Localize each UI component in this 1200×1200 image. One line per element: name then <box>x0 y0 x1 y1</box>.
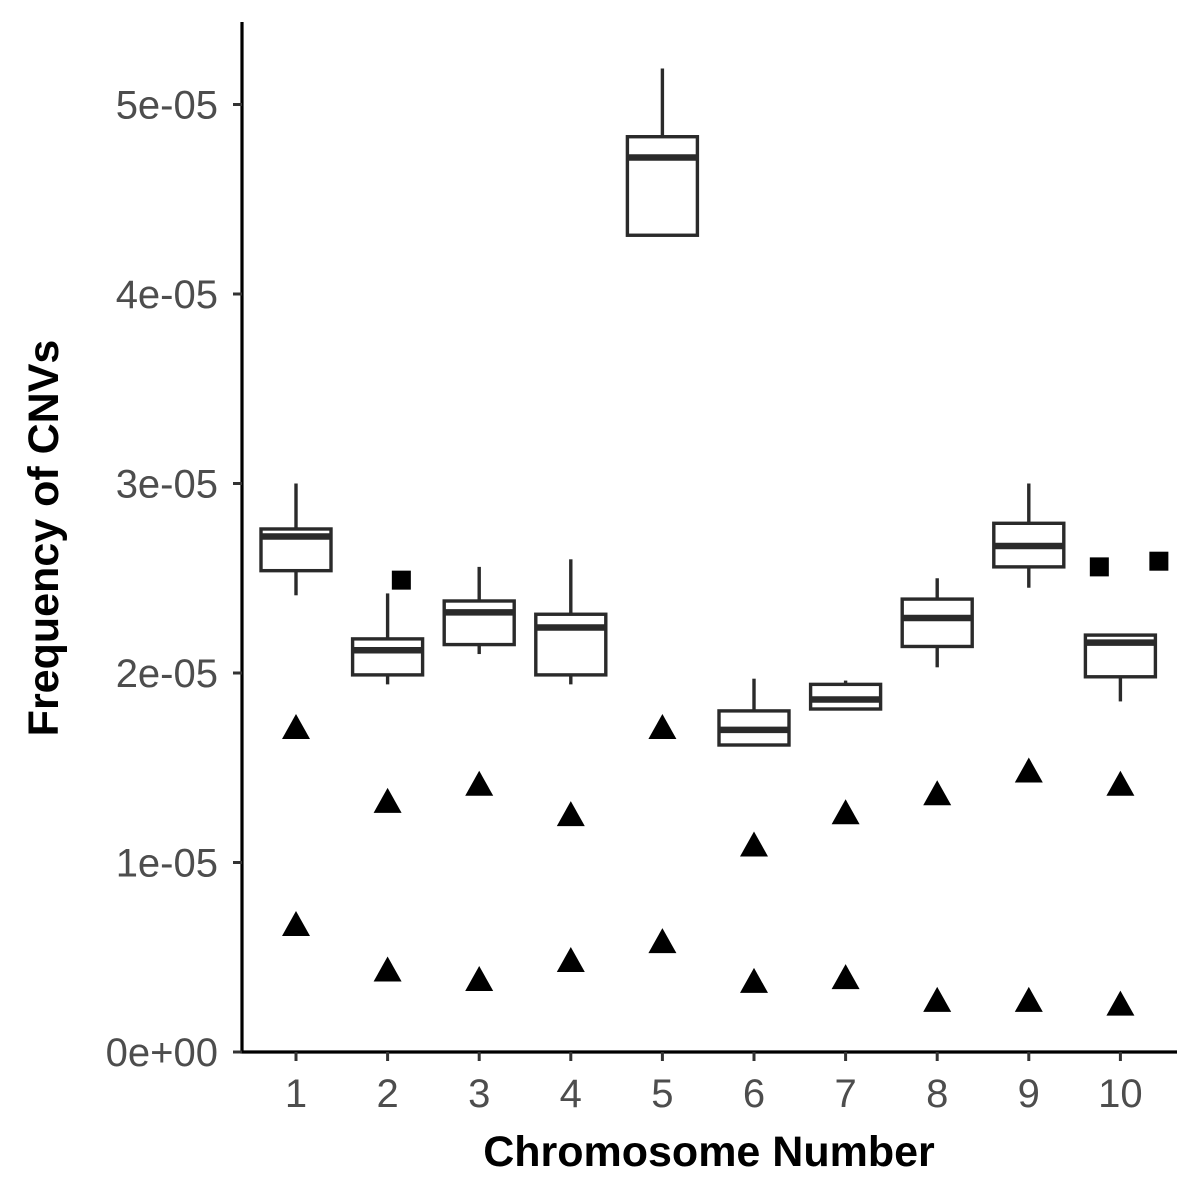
box-chromosome-5 <box>625 68 700 237</box>
x-tick-label: 7 <box>834 1072 856 1116</box>
box-iqr <box>534 612 608 677</box>
x-tick-label: 4 <box>560 1072 582 1116</box>
triangle-marker <box>1106 990 1135 1016</box>
x-tick-label: 9 <box>1018 1072 1040 1116</box>
triangle-marker <box>740 967 768 993</box>
triangle-marker <box>1106 770 1135 796</box>
x-tick-label: 8 <box>926 1072 948 1116</box>
triangle-marker <box>648 928 677 954</box>
triangle-marker <box>1014 986 1043 1012</box>
triangle-marker <box>648 713 677 739</box>
box-chromosome-7 <box>808 680 883 711</box>
box-chromosome-10 <box>1083 633 1158 702</box>
box-chromosome-4 <box>534 559 608 685</box>
x-tick-label: 3 <box>468 1072 490 1116</box>
outlier-square-marker <box>1089 557 1109 577</box>
x-axis-title: Chromosome Number <box>483 1128 935 1176</box>
box-chromosome-8 <box>900 578 974 668</box>
triangle-marker <box>282 911 310 937</box>
outlier-square-marker <box>1149 551 1169 571</box>
x-tick-label: 10 <box>1098 1072 1143 1116</box>
y-tick-label: 3e-05 <box>116 463 218 507</box>
y-tick-label: 2e-05 <box>116 652 218 696</box>
triangle-marker <box>923 986 952 1012</box>
x-axis-ticks: 1 2 3 4 5 6 7 8 9 10 <box>285 1052 1143 1116</box>
box-chromosome-1 <box>259 483 333 596</box>
box-iqr <box>350 637 425 677</box>
box-chromosome-2 <box>350 593 425 685</box>
y-tick-label: 1e-05 <box>116 842 218 886</box>
box-iqr <box>900 597 974 649</box>
y-axis-title: Frequency of CNVs <box>20 340 68 737</box>
triangle-marker <box>1014 757 1043 783</box>
box-chromosome-6 <box>717 678 791 747</box>
x-tick-label: 5 <box>651 1072 673 1116</box>
y-tick-label: 4e-05 <box>116 273 218 317</box>
x-tick-label: 6 <box>743 1072 765 1116</box>
triangle-marker <box>373 787 402 813</box>
triangle-marker <box>556 801 585 827</box>
y-tick-label: 0e+00 <box>106 1031 218 1075</box>
triangle-marker <box>831 799 860 825</box>
triangle-marker <box>465 770 494 796</box>
triangle-marker <box>556 947 585 973</box>
triangle-marker <box>282 713 310 739</box>
triangle-marker <box>923 780 952 806</box>
triangle-marker <box>465 965 494 991</box>
outlier-square-marker <box>391 570 411 590</box>
box-iqr <box>625 135 700 237</box>
triangle-marker <box>740 831 768 857</box>
plot-area <box>259 68 1169 1016</box>
x-tick-label: 2 <box>376 1072 398 1116</box>
triangle-marker <box>831 964 860 990</box>
x-tick-label: 1 <box>285 1072 307 1116</box>
box-iqr <box>442 599 516 647</box>
box-chromosome-9 <box>992 483 1066 588</box>
y-tick-label: 5e-05 <box>116 84 218 128</box>
y-axis-ticks: 0e+00 1e-05 2e-05 3e-05 4e-05 5e-05 <box>106 84 242 1075</box>
box-chromosome-3 <box>442 566 516 655</box>
triangle-marker <box>373 956 402 982</box>
